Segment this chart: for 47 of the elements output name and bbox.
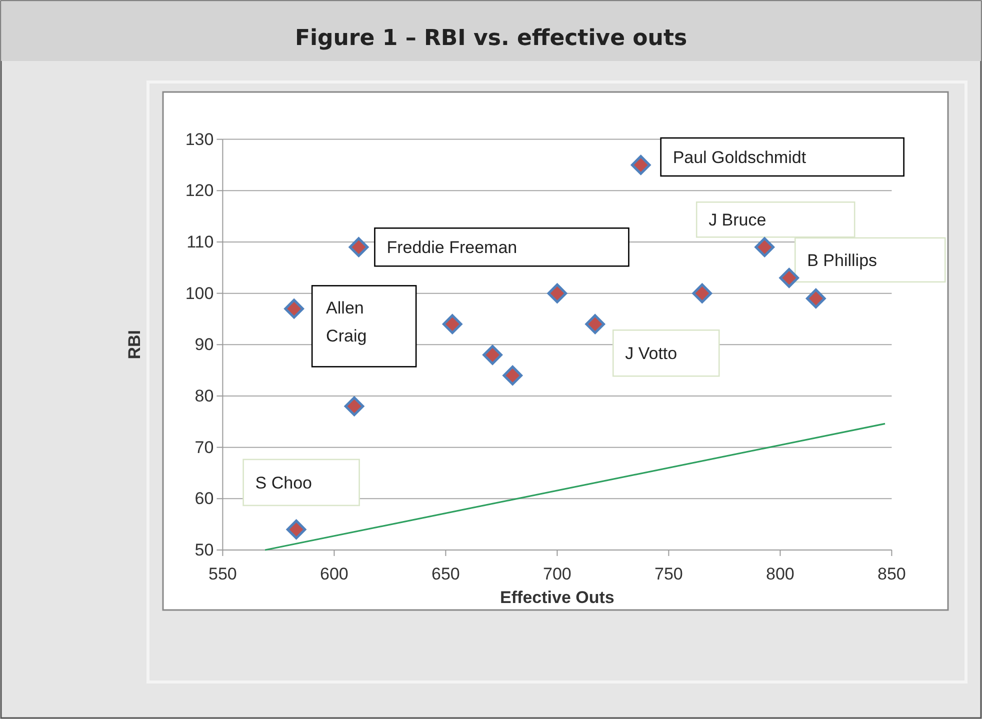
callout-box: J Bruce [696, 201, 856, 238]
point [754, 237, 774, 258]
y-tick-label: 60 [194, 489, 214, 508]
x-axis-title: Effective Outs [500, 588, 614, 607]
point [344, 396, 364, 416]
callout-box: Freddie Freeman [374, 227, 630, 267]
y-tick-label: 130 [185, 130, 214, 149]
x-tick-label: 850 [878, 564, 906, 584]
point [286, 520, 306, 540]
point [442, 314, 462, 334]
callout-box: B Phillips [794, 237, 946, 283]
annotation: B Phillips [807, 250, 878, 270]
annotation: Freddie Freeman [386, 238, 518, 258]
y-axis-title: RBI [125, 330, 144, 360]
y-tick-label: 110 [186, 232, 214, 252]
x-tick-label: 650 [432, 564, 460, 584]
point [348, 237, 369, 258]
point [779, 268, 800, 288]
point [482, 345, 502, 365]
x-tick-label: 600 [320, 564, 348, 584]
point [692, 283, 712, 304]
annotation: Paul Goldschmidt [672, 148, 806, 167]
point [284, 298, 304, 319]
callout-box: J Votto [612, 329, 720, 377]
point [630, 155, 651, 175]
x-tick-label: 800 [766, 564, 794, 584]
callout-box: S Choo [242, 458, 360, 506]
annotation: J Votto [625, 344, 678, 364]
point [806, 288, 826, 308]
y-tick-label: 120 [185, 181, 214, 200]
y-tick-label: 50 [194, 540, 214, 560]
annotation: S Choo [255, 473, 312, 492]
y-tick-label: 90 [194, 335, 214, 354]
point [502, 366, 523, 386]
point [585, 314, 606, 334]
x-tick-label: 700 [543, 564, 572, 584]
y-tick-label: 100 [185, 284, 214, 303]
callout-box: Paul Goldschmidt [660, 137, 904, 177]
chart-title: Figure 1 – RBI vs. effective outs [294, 26, 688, 51]
y-tick-label: 70 [194, 438, 214, 457]
y-tick-label: 80 [194, 386, 214, 406]
x-tick-label: 550 [208, 564, 237, 584]
x-tick-label: 750 [654, 564, 683, 584]
point [547, 283, 568, 304]
annotation: Allen Craig [326, 298, 367, 346]
annotation: J Bruce [708, 210, 766, 230]
callout-box: Allen Craig [311, 285, 417, 368]
